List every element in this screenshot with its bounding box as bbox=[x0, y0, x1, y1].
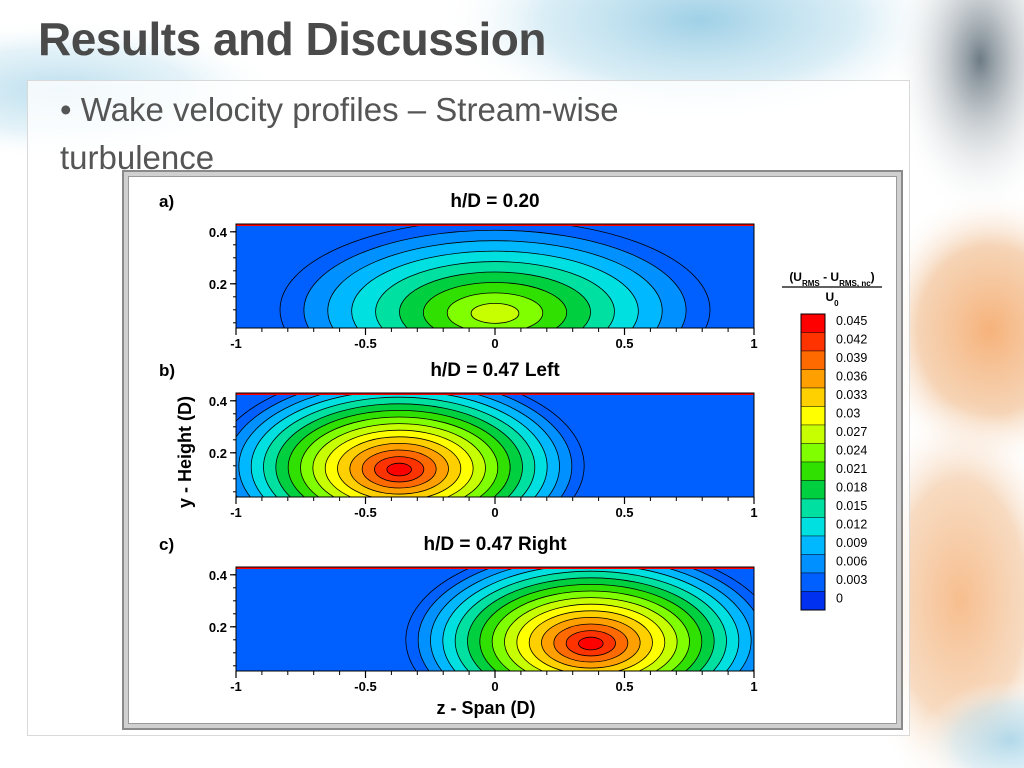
colorbar-swatch bbox=[800, 591, 826, 611]
x-tick-label: 1 bbox=[750, 336, 757, 351]
colorbar-swatch bbox=[800, 313, 826, 333]
contour-field bbox=[236, 224, 754, 328]
colorbar-swatch bbox=[800, 554, 826, 574]
colorbar-swatch bbox=[800, 424, 826, 444]
y-tick-label: 0.2 bbox=[209, 620, 227, 635]
y-tick-label: 0.4 bbox=[209, 225, 228, 240]
x-axis-label: z - Span (D) bbox=[437, 698, 536, 718]
colorbar-level-label: 0.012 bbox=[836, 518, 867, 532]
x-tick-label: 0.5 bbox=[615, 336, 633, 351]
panel-title: h/D = 0.47 Right bbox=[423, 534, 567, 555]
colorbar-level-label: 0.009 bbox=[836, 536, 867, 550]
panel-label: a) bbox=[159, 192, 174, 211]
colorbar-swatch bbox=[800, 461, 826, 481]
colorbar-swatch bbox=[800, 572, 826, 592]
y-tick-label: 0.2 bbox=[209, 446, 227, 461]
figure-panel: a) h/D = 0.20 0.4 0.2 -1 -0.5 0 0.5 1 b) h/D = 0.4… bbox=[128, 176, 897, 724]
panel-label: c) bbox=[159, 535, 174, 554]
y-axis-label: y - Height (D) bbox=[175, 396, 195, 508]
slide-title: Results and Discussion bbox=[38, 13, 546, 65]
colorbar-level-label: 0.027 bbox=[836, 425, 867, 439]
colorbar-level-label: 0.039 bbox=[836, 351, 867, 365]
colorbar-level-label: 0.033 bbox=[836, 388, 867, 402]
colorbar-swatch bbox=[800, 332, 826, 352]
colorbar-swatch bbox=[800, 387, 826, 407]
colorbar-swatch bbox=[800, 443, 826, 463]
colorbar-swatch bbox=[800, 350, 826, 370]
colorbar-level-label: 0.015 bbox=[836, 499, 867, 513]
figure-frame: a) h/D = 0.20 0.4 0.2 -1 -0.5 0 0.5 1 b) h/D = 0.4… bbox=[122, 170, 903, 730]
contour-level bbox=[386, 462, 412, 477]
contour-field bbox=[236, 567, 754, 671]
colorbar-level-label: 0.021 bbox=[836, 462, 867, 476]
x-tick-label: 1 bbox=[750, 505, 757, 520]
x-tick-label: 0.5 bbox=[615, 679, 633, 694]
colorbar-level-label: 0.003 bbox=[836, 573, 867, 587]
panel-2: b) h/D = 0.47 Left 0.4 0.2 -1 -0.5 0 0.5 1 bbox=[159, 360, 758, 520]
x-tick-label: 0 bbox=[491, 679, 498, 694]
y-tick-label: 0.4 bbox=[209, 394, 228, 409]
colorbar-level-label: 0.03 bbox=[836, 407, 860, 421]
x-tick-label: 0 bbox=[491, 336, 498, 351]
contour-level bbox=[578, 636, 604, 651]
colorbar-level-label: 0.036 bbox=[836, 370, 867, 384]
colorbar: 0.045 0.042 0.039 0.036 0.033 0.03 0.027 0.024 0… bbox=[782, 270, 882, 611]
x-tick-label: -1 bbox=[230, 336, 242, 351]
colorbar-level-label: 0.018 bbox=[836, 481, 867, 495]
x-tick-label: 0 bbox=[491, 505, 498, 520]
colorbar-swatch bbox=[800, 517, 826, 537]
contour-figure: a) h/D = 0.20 0.4 0.2 -1 -0.5 0 0.5 1 b) h/D = 0.4… bbox=[159, 191, 882, 718]
colorbar-title-denominator: U0 bbox=[825, 290, 839, 308]
colorbar-level-label: 0.024 bbox=[836, 444, 867, 458]
x-tick-label: 1 bbox=[750, 679, 757, 694]
contour-level bbox=[470, 302, 520, 324]
panel-label: b) bbox=[159, 361, 175, 380]
x-tick-label: -1 bbox=[230, 679, 242, 694]
colorbar-swatch bbox=[800, 406, 826, 426]
panel-title: h/D = 0.20 bbox=[450, 191, 539, 212]
colorbar-title-numerator: (URMS - URMS, nc) bbox=[789, 270, 874, 288]
panel-1: a) h/D = 0.20 0.4 0.2 -1 -0.5 0 0.5 1 bbox=[159, 191, 758, 351]
colorbar-swatch bbox=[800, 369, 826, 389]
y-tick-label: 0.2 bbox=[209, 277, 227, 292]
y-tick-label: 0.4 bbox=[209, 568, 228, 583]
colorbar-level-label: 0.042 bbox=[836, 333, 867, 347]
x-tick-label: -1 bbox=[230, 505, 242, 520]
panel-3: c) h/D = 0.47 Right 0.4 0.2 -1 -0.5 0 0.5 1 bbox=[159, 534, 758, 694]
x-tick-label: 0.5 bbox=[615, 505, 633, 520]
colorbar-level-label: 0.045 bbox=[836, 314, 867, 328]
contour-field bbox=[236, 393, 754, 497]
colorbar-swatch bbox=[800, 498, 826, 518]
panel-title: h/D = 0.47 Left bbox=[430, 360, 560, 381]
colorbar-border bbox=[800, 313, 826, 611]
x-tick-label: -0.5 bbox=[354, 505, 376, 520]
bullet-text: • Wake velocity profiles – Stream-wise t… bbox=[60, 91, 619, 176]
x-tick-label: -0.5 bbox=[354, 679, 376, 694]
colorbar-level-label: 0 bbox=[836, 592, 843, 606]
x-tick-label: -0.5 bbox=[354, 336, 376, 351]
colorbar-swatch bbox=[800, 480, 826, 500]
colorbar-swatch bbox=[800, 535, 826, 555]
colorbar-level-label: 0.006 bbox=[836, 555, 867, 569]
